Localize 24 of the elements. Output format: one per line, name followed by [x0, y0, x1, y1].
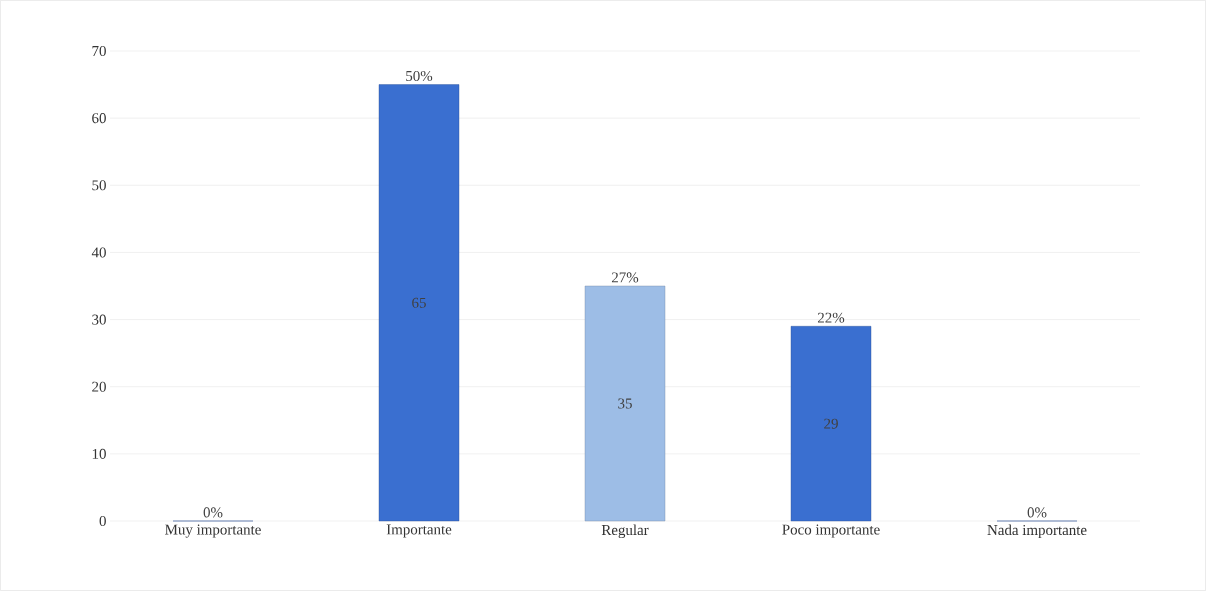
x-tick-label: Importante — [386, 524, 452, 538]
annotation: 22% — [817, 312, 845, 323]
y-tick-label: 0 — [99, 515, 106, 527]
bar — [378, 84, 460, 522]
y-tick-label: 60 — [92, 113, 106, 124]
x-tick-label: Muy importante — [165, 524, 261, 538]
bar — [790, 326, 872, 522]
y-tick-label: 70 — [92, 45, 106, 57]
annotation: 27% — [611, 272, 639, 283]
data-label: 29 — [824, 418, 838, 429]
x-tick-label: Regular — [601, 524, 649, 539]
annotation: 50% — [406, 70, 433, 82]
y-tick-label: 50 — [92, 180, 106, 191]
annotation: 0% — [203, 507, 223, 518]
x-tick-label: Poco importante — [782, 524, 880, 538]
bar — [584, 285, 666, 522]
y-tick-label: 40 — [91, 247, 106, 258]
data-label: 35 — [618, 398, 632, 409]
y-tick-label: 10 — [92, 448, 106, 459]
x-tick-label: Nada importante — [987, 524, 1087, 539]
y-tick-label: 20 — [92, 381, 106, 392]
annotation: 0% — [1027, 507, 1047, 518]
y-tick-label: 30 — [92, 314, 106, 325]
data-label: 65 — [412, 297, 426, 308]
